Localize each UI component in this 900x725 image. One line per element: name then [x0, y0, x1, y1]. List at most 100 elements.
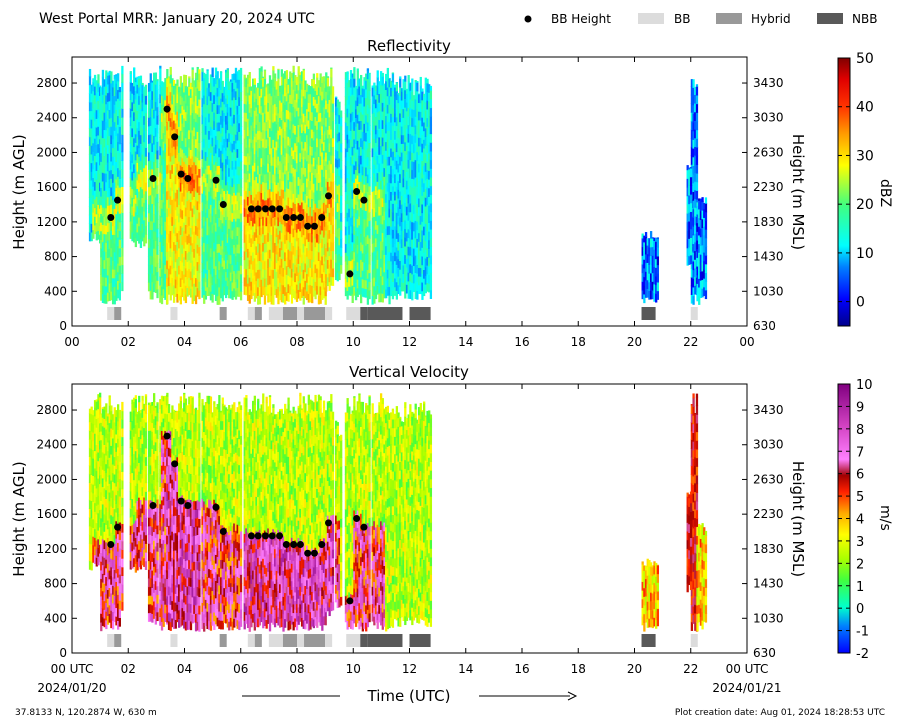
field-cell: [250, 177, 253, 187]
field-cell: [424, 162, 427, 172]
field-cell: [289, 146, 292, 156]
field-cell: [385, 219, 388, 229]
field-cell: [151, 255, 154, 265]
field-cell: [356, 157, 359, 167]
field-cell: [267, 171, 270, 182]
field-cell: [279, 91, 282, 101]
field-cell: [194, 164, 198, 174]
field-cell: [193, 118, 196, 128]
field-cell: [184, 163, 188, 173]
field-cell: [214, 187, 218, 197]
field-cell: [356, 270, 359, 280]
field-cell: [189, 227, 193, 237]
field-cell: [236, 226, 239, 236]
field-cell: [208, 95, 211, 105]
field-cell: [115, 178, 118, 189]
field-cell: [330, 163, 333, 173]
field-cell: [361, 148, 364, 158]
field-cell: [223, 103, 226, 114]
field-cell: [138, 164, 141, 175]
field-cell: [181, 122, 184, 133]
field-cell: [136, 153, 139, 163]
field-cell: [208, 104, 211, 114]
field-cell: [236, 139, 239, 150]
field-cell: [361, 261, 364, 271]
field-cell: [201, 80, 204, 90]
field-cell: [407, 176, 410, 186]
field-cell: [225, 132, 228, 142]
field-cell: [290, 233, 294, 243]
field-cell: [255, 176, 258, 186]
field-cell: [287, 266, 290, 276]
field-cell: [167, 120, 171, 130]
field-cell: [317, 225, 321, 235]
field-cell: [277, 121, 280, 131]
field-cell: [282, 180, 285, 190]
field-cell: [169, 108, 172, 119]
field-cell: [239, 291, 243, 301]
field-cell: [379, 128, 383, 138]
field-cell: [209, 256, 213, 266]
field-cell: [162, 106, 165, 116]
field-cell: [95, 161, 98, 171]
field-cell: [231, 134, 234, 144]
field-cell: [95, 109, 98, 119]
field-cell: [348, 80, 351, 88]
field-cell: [358, 120, 361, 130]
field-cell: [336, 176, 339, 186]
field-cell: [330, 102, 333, 113]
field-cell: [421, 290, 424, 300]
field-cell: [169, 221, 172, 231]
field-cell: [379, 258, 383, 268]
field-cell: [312, 87, 316, 98]
field-cell: [373, 207, 376, 217]
field-cell: [307, 189, 310, 199]
field-cell: [206, 69, 209, 80]
field-cell: [236, 261, 239, 271]
field-cell: [346, 186, 349, 196]
field-cell: [156, 167, 159, 177]
field-cell: [198, 229, 201, 239]
field-cell: [277, 260, 280, 270]
field-cell: [169, 160, 172, 171]
field-cell: [172, 293, 176, 303]
field-cell: [326, 276, 330, 287]
field-cell: [326, 120, 330, 130]
field-cell: [419, 102, 422, 112]
field-cell: [167, 198, 171, 208]
field-cell: [316, 198, 319, 208]
field-cell: [304, 176, 307, 186]
field-cell: [219, 124, 223, 134]
field-cell: [164, 290, 167, 300]
field-cell: [331, 172, 335, 182]
field-cell: [159, 119, 162, 130]
field-cell: [262, 146, 265, 157]
field-cell: [280, 284, 283, 294]
field-cell: [397, 276, 400, 286]
field-cell: [252, 251, 255, 262]
field-cell: [395, 281, 399, 291]
field-cell: [399, 147, 402, 157]
field-cell: [108, 204, 111, 215]
field-cell: [311, 155, 314, 165]
field-cell: [405, 206, 409, 216]
field-cell: [136, 171, 139, 181]
field-cell: [284, 173, 287, 184]
field-cell: [193, 196, 196, 206]
field-cell: [257, 130, 260, 140]
field-cell: [186, 191, 189, 202]
field-cell: [97, 186, 100, 197]
field-cell: [166, 190, 169, 200]
field-cell: [366, 286, 370, 297]
field-cell: [360, 172, 363, 182]
field-cell: [421, 125, 424, 136]
field-cell: [421, 91, 424, 101]
field-cell: [263, 251, 267, 262]
field-cell: [412, 239, 416, 249]
field-cell: [340, 221, 343, 231]
field-cell: [285, 152, 289, 163]
field-cell: [279, 100, 282, 110]
field-cell: [171, 199, 174, 209]
field-cell: [214, 109, 218, 119]
field-cell: [397, 145, 400, 156]
